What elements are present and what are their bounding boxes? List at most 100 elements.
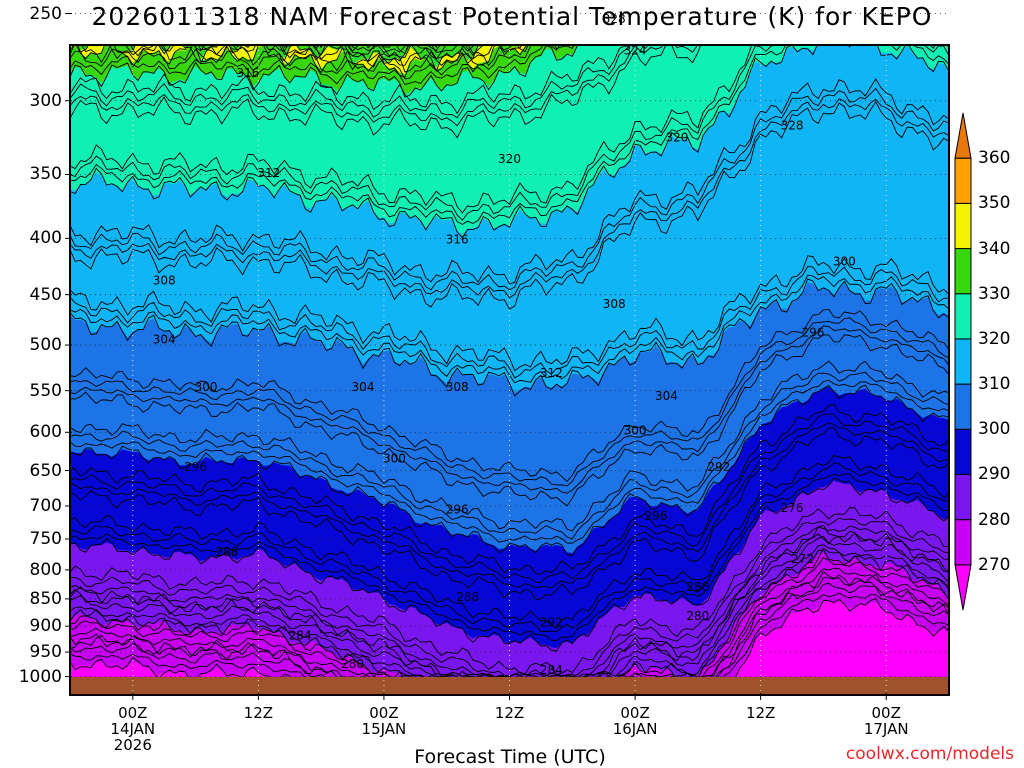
y-ticks xyxy=(65,13,72,678)
chart-title: 2026011318 NAM Forecast Potential Temper… xyxy=(91,2,933,31)
x-tick-label: 12Z xyxy=(243,704,274,722)
isentrope-295-2 xyxy=(70,413,949,584)
isentrope-290-3 xyxy=(70,454,949,629)
colorbar-segment xyxy=(954,338,972,385)
y-tick-label: 750 xyxy=(29,529,62,549)
colorbar-segment xyxy=(954,473,972,521)
x-tick-year: 2026 xyxy=(113,736,152,754)
contour-label: 304 xyxy=(352,380,375,394)
colorbar-label: 350 xyxy=(978,193,1011,214)
isentrope-310-2 xyxy=(70,266,949,379)
colorbar-segment xyxy=(954,564,972,611)
isentrope-290-2 xyxy=(70,462,949,632)
colorbar-segment xyxy=(954,383,972,430)
colorbar-label: 290 xyxy=(978,464,1011,485)
isentrope-295-3 xyxy=(70,403,949,575)
contour-label: 316 xyxy=(236,66,259,80)
colorbar-label: 310 xyxy=(978,374,1011,395)
y-tick-label: 950 xyxy=(29,642,62,663)
contour-label: 300 xyxy=(195,380,218,394)
colorbar-segment xyxy=(954,519,972,566)
y-tick-label: 800 xyxy=(29,559,62,580)
contour-label: 300 xyxy=(624,424,647,438)
contour-label: 308 xyxy=(446,380,469,394)
contour-labels: 3283243203243403323283243163283203203123… xyxy=(153,12,856,677)
isentrope-320-2 xyxy=(70,45,949,221)
contour-label: 328 xyxy=(603,12,626,26)
contour-label: 276 xyxy=(781,501,804,515)
isentrope-300-0 xyxy=(70,384,949,557)
contour-label: 296 xyxy=(645,509,668,523)
x-tick-date: 16JAN xyxy=(612,720,658,738)
x-tick-label: 12Z xyxy=(745,704,776,722)
colorbar-label: 360 xyxy=(978,148,1011,169)
contour-label: 324 xyxy=(624,43,647,57)
isentrope-285-0 xyxy=(70,530,949,695)
colorbar-label: 320 xyxy=(978,328,1011,349)
contour-label: 312 xyxy=(540,366,563,380)
y-tick-label: 400 xyxy=(29,228,62,249)
x-ticks xyxy=(132,693,887,700)
colorbar-segment xyxy=(954,112,972,159)
contour-label: 280 xyxy=(341,657,364,671)
isentrope-295-1 xyxy=(70,422,949,589)
x-tick-label: 00Z xyxy=(118,704,148,722)
credit-text: coolwx.com/models xyxy=(845,744,1014,764)
contour-label: 320 xyxy=(665,131,688,145)
y-tick-label: 850 xyxy=(29,588,62,609)
isentrope-290-0 xyxy=(70,477,949,652)
contour-label: 296 xyxy=(802,325,825,339)
isentrope-275-0 xyxy=(70,570,949,695)
x-tick-date: 15JAN xyxy=(361,720,407,738)
x-axis-title: Forecast Time (UTC) xyxy=(414,746,606,768)
contour-label: 292 xyxy=(540,615,563,629)
contour-label: 300 xyxy=(383,452,406,466)
contour-label: 296 xyxy=(446,502,469,516)
isentrope-325-3 xyxy=(70,45,626,115)
isentrope-315-0 xyxy=(70,101,949,310)
y-tick-label: 500 xyxy=(29,335,62,356)
contour-label: 288 xyxy=(216,545,239,559)
isentrope-280-0 xyxy=(70,549,949,695)
contour-label: 304 xyxy=(655,389,678,403)
contour-label: 316 xyxy=(446,233,469,247)
band-275 xyxy=(70,574,949,695)
gridlines xyxy=(70,13,949,695)
contour-label: 300 xyxy=(833,255,856,269)
isentrope-305-3 xyxy=(70,308,949,483)
colorbar-segment xyxy=(954,157,972,204)
isentrope-300-2 xyxy=(70,371,949,540)
y-tick-label: 250 xyxy=(29,3,62,24)
contour-label: 288 xyxy=(686,580,709,594)
isentrope-350-0 xyxy=(77,45,523,72)
isentrope-290-1 xyxy=(70,473,949,641)
colorbar-segment xyxy=(954,293,972,340)
y-tick-label: 600 xyxy=(29,422,62,443)
colorbar-label: 280 xyxy=(978,509,1011,530)
isentrope-315-3 xyxy=(70,78,949,285)
isentrope-320-1 xyxy=(70,45,949,225)
y-tick-label: 650 xyxy=(29,460,62,481)
isentrope-275-3 xyxy=(70,547,949,680)
contour-label: 308 xyxy=(153,274,176,288)
colorbar-label: 330 xyxy=(978,283,1011,304)
isentrope-305-2 xyxy=(70,317,949,487)
isentrope-315-1 xyxy=(70,98,949,299)
isentrope-270-0 xyxy=(70,598,949,695)
contour-label: 308 xyxy=(603,297,626,311)
contour-label: 304 xyxy=(153,332,176,346)
colorbar-segment xyxy=(954,248,972,295)
contour-label: 312 xyxy=(257,166,280,180)
colorbar-segment xyxy=(954,428,972,475)
isentrope-310-0 xyxy=(70,278,949,397)
colorbar-label: 270 xyxy=(978,554,1011,575)
isentrope-330-1 xyxy=(70,45,575,86)
contour-label: 292 xyxy=(707,460,730,474)
isentrope-320-0 xyxy=(70,45,949,239)
x-tick-label: 00Z xyxy=(369,704,399,722)
isentrope-310-3 xyxy=(70,255,949,372)
x-tick-date: 17JAN xyxy=(863,720,909,738)
y-tick-label: 300 xyxy=(29,90,62,111)
isentrope-295-0 xyxy=(70,427,949,601)
